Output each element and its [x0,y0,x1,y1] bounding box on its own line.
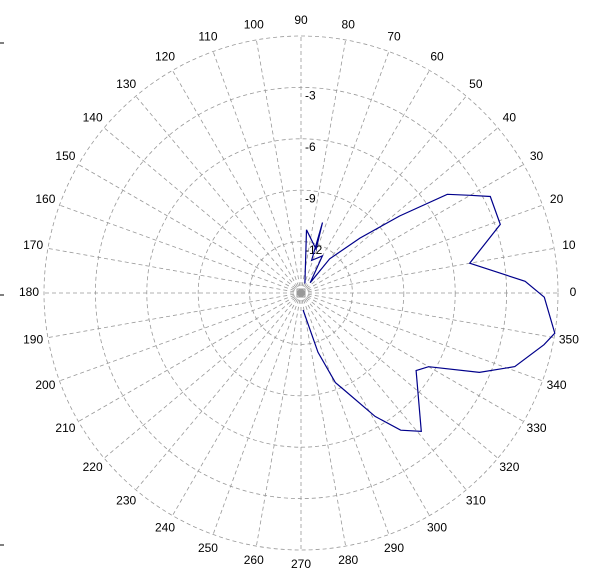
theta-tick-label: 330 [527,421,547,435]
theta-tick-label: 80 [342,17,356,31]
theta-tick-label: 260 [244,553,264,567]
theta-tick-label: 250 [198,541,218,555]
ring-line [146,138,456,448]
spoke-line [300,292,499,459]
ring-line [197,189,405,397]
spoke-line [172,70,302,294]
theta-tick-label: 200 [35,378,55,392]
theta-tick-label: 140 [83,110,103,124]
spoke-line [300,204,543,294]
theta-tick-label: 130 [116,77,136,91]
theta-tick-label: 270 [291,557,311,571]
spoke-line [300,292,347,547]
r-tick-label: -9 [305,191,316,205]
spoke-line [59,204,302,294]
r-tick-label: -12 [305,243,323,257]
theta-tick-label: 170 [23,238,43,252]
spoke-line [300,127,499,294]
theta-tick-label: 300 [427,521,447,535]
spoke-line [300,164,524,294]
ring-line [94,86,508,500]
r-tick-label: -6 [305,140,316,154]
theta-tick-label: 350 [559,332,579,346]
spoke-line [300,292,543,382]
theta-tick-label: 340 [547,378,567,392]
theta-tick-label: 160 [35,192,55,206]
theta-tick-label: 90 [294,13,308,27]
theta-tick-label: 240 [155,521,175,535]
theta-tick-label: 20 [550,192,564,206]
theta-tick-label: 280 [338,553,358,567]
theta-tick-label: 230 [116,494,136,508]
theta-tick-label: 40 [503,110,517,124]
theta-tick-label: 190 [23,332,43,346]
theta-tick-label: 70 [387,30,401,44]
theta-tick-label: 320 [499,460,519,474]
spoke-line [212,51,302,294]
spoke-line [47,247,302,294]
spoke-line [300,292,555,339]
spoke-line [135,292,302,491]
spoke-line [212,292,302,535]
theta-tick-label: 60 [430,50,444,64]
theta-tick-label: 10 [562,238,576,252]
spoke-line [300,292,430,516]
spoke-line [300,51,390,294]
spoke-line [300,39,347,294]
spoke-line [78,164,302,294]
spoke-line [300,292,524,422]
outer-ring [43,35,559,551]
spoke-line [78,292,302,422]
spoke-line [135,95,302,294]
theta-tick-label: 220 [83,460,103,474]
theta-tick-label: 290 [384,541,404,555]
spoke-line [172,292,302,516]
theta-tick-label: 150 [55,149,75,163]
spoke-line [255,39,302,294]
theta-tick-label: 0 [570,285,577,299]
spoke-line [300,247,555,294]
spoke-line [300,292,390,535]
spoke-line [255,292,302,547]
spoke-line [300,292,467,491]
center-marker [296,288,306,298]
spoke-line [59,292,302,382]
ring-line [249,241,353,345]
theta-tick-label: 120 [155,50,175,64]
theta-tick-label: 180 [19,285,39,299]
theta-tick-label: 210 [55,421,75,435]
spoke-line [103,127,302,294]
theta-tick-label: 30 [530,149,544,163]
spoke-line [47,292,302,339]
theta-tick-label: 110 [198,30,217,44]
theta-tick-label: 50 [469,77,483,91]
spoke-line [103,292,302,459]
r-tick-label: -3 [305,89,316,103]
theta-tick-label: 310 [466,494,486,508]
data-line [302,193,556,433]
theta-tick-label: 100 [244,17,264,31]
